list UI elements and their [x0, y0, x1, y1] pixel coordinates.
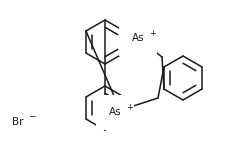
Text: +: + [126, 103, 133, 112]
Text: +: + [149, 28, 156, 37]
Text: As: As [109, 107, 121, 117]
Text: −: − [28, 112, 35, 121]
Text: As: As [132, 33, 144, 43]
Text: Br: Br [12, 117, 24, 127]
